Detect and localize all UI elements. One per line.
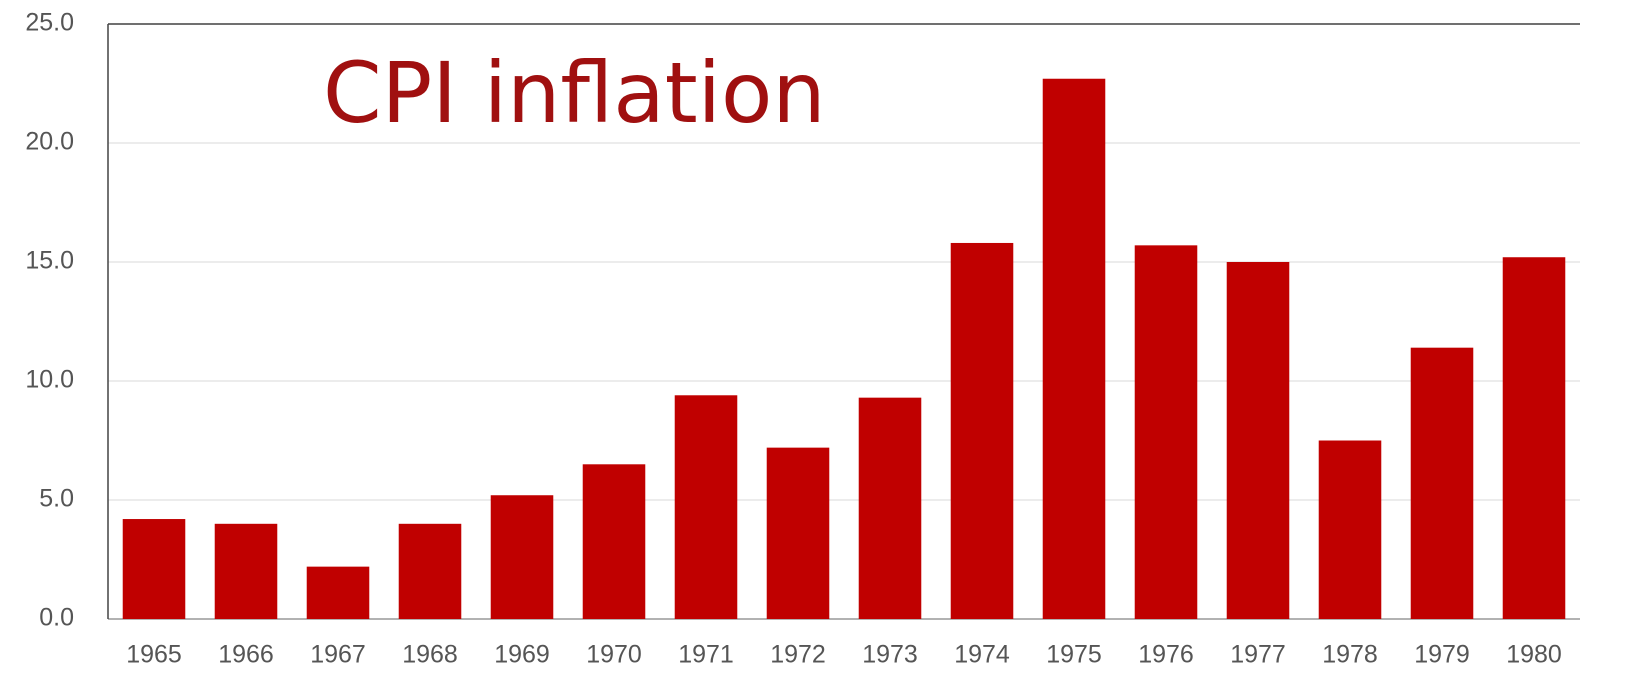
bar — [1318, 440, 1382, 619]
x-tick-label: 1969 — [494, 641, 550, 669]
x-tick-label: 1973 — [862, 641, 918, 669]
bar — [306, 566, 370, 619]
y-tick-label: 15.0 — [25, 247, 74, 275]
bar — [1226, 262, 1290, 619]
bar — [1042, 78, 1106, 620]
bar — [674, 395, 738, 619]
bar — [490, 495, 554, 619]
x-tick-label: 1975 — [1046, 641, 1102, 669]
y-tick-label: 20.0 — [25, 128, 74, 156]
x-tick-label: 1971 — [678, 641, 734, 669]
x-tick-label: 1970 — [586, 641, 642, 669]
x-tick-label: 1968 — [402, 641, 458, 669]
x-tick-label: 1978 — [1322, 641, 1378, 669]
x-tick-label: 1972 — [770, 641, 826, 669]
bar — [398, 523, 462, 619]
x-tick-label: 1979 — [1414, 641, 1470, 669]
bar — [214, 523, 278, 619]
bar — [858, 397, 922, 619]
y-tick-label: 5.0 — [39, 485, 74, 513]
bar — [122, 519, 186, 619]
x-tick-label: 1977 — [1230, 641, 1286, 669]
x-tick-label: 1974 — [954, 641, 1010, 669]
x-tick-label: 1966 — [218, 641, 274, 669]
y-tick-label: 25.0 — [25, 9, 74, 37]
bar — [1134, 245, 1198, 619]
bar — [1410, 347, 1474, 619]
x-tick-label: 1965 — [126, 641, 182, 669]
x-tick-label: 1980 — [1506, 641, 1562, 669]
x-tick-label: 1976 — [1138, 641, 1194, 669]
bar — [950, 242, 1014, 619]
chart-title: CPI inflation — [323, 44, 826, 142]
x-tick-label: 1967 — [310, 641, 366, 669]
bar — [582, 464, 646, 619]
y-tick-label: 10.0 — [25, 366, 74, 394]
bar — [766, 447, 830, 619]
bars — [122, 78, 1566, 620]
bar — [1502, 257, 1566, 619]
y-tick-label: 0.0 — [39, 604, 74, 632]
